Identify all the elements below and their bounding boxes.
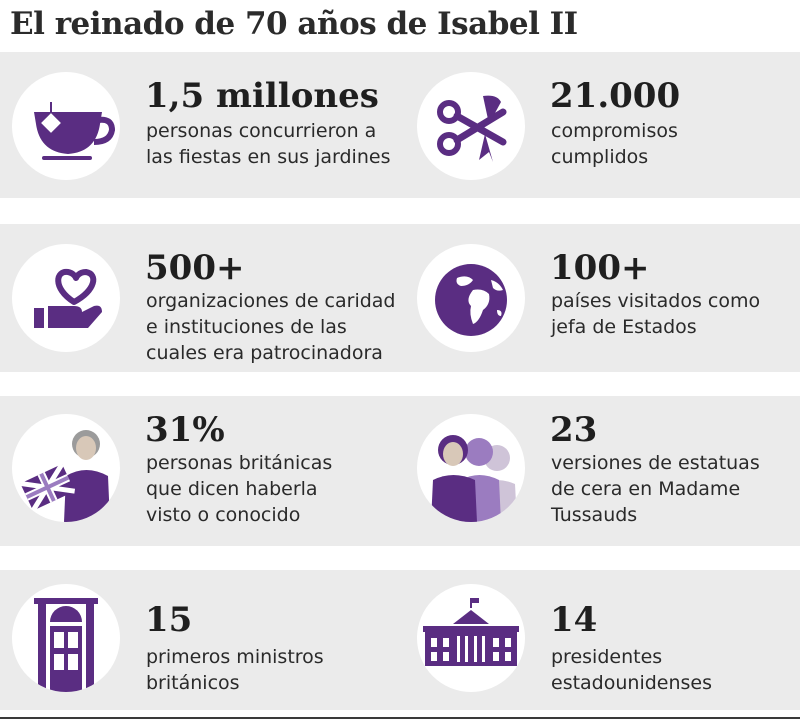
stat-description: personas concurrieron a las fiestas en s…: [146, 120, 391, 168]
stat-value: 15: [145, 600, 193, 640]
stat-description: presidentes estadounidenses: [551, 646, 713, 694]
stat-description: compromisos cumplidos: [551, 120, 678, 168]
stats-band-4: [0, 570, 800, 710]
stat-description: personas británicas que dicen haberla vi…: [146, 452, 333, 526]
stat-value: 31%: [145, 410, 225, 450]
white-house-icon: [417, 584, 525, 692]
woman-flag-icon: [12, 414, 120, 522]
teacup-icon: [12, 72, 120, 180]
globe-icon: [417, 244, 525, 352]
stat-description: versiones de estatuas de cera en Madame …: [551, 452, 760, 526]
wax-figures-icon: [417, 414, 525, 522]
stats-band-3: [0, 396, 800, 546]
stat-description: organizaciones de caridad e institucione…: [146, 290, 396, 364]
stat-value: 23: [550, 410, 598, 450]
stat-description: países visitados como jefa de Estados: [551, 290, 761, 338]
page-title: El reinado de 70 años de Isabel II: [10, 6, 578, 42]
stats-band-1: [0, 52, 800, 198]
stat-value: 100+: [550, 248, 650, 288]
heart-hand-icon: [12, 244, 120, 352]
stat-value: 1,5 millones: [145, 76, 379, 116]
stat-value: 14: [550, 600, 598, 640]
door-icon: [12, 584, 120, 692]
stat-description: primeros ministros británicos: [146, 646, 324, 694]
scissors-ribbon-icon: [417, 72, 525, 180]
bottom-divider: [0, 717, 800, 719]
stat-value: 500+: [145, 248, 245, 288]
stat-value: 21.000: [550, 76, 681, 116]
stats-band-2: [0, 224, 800, 372]
